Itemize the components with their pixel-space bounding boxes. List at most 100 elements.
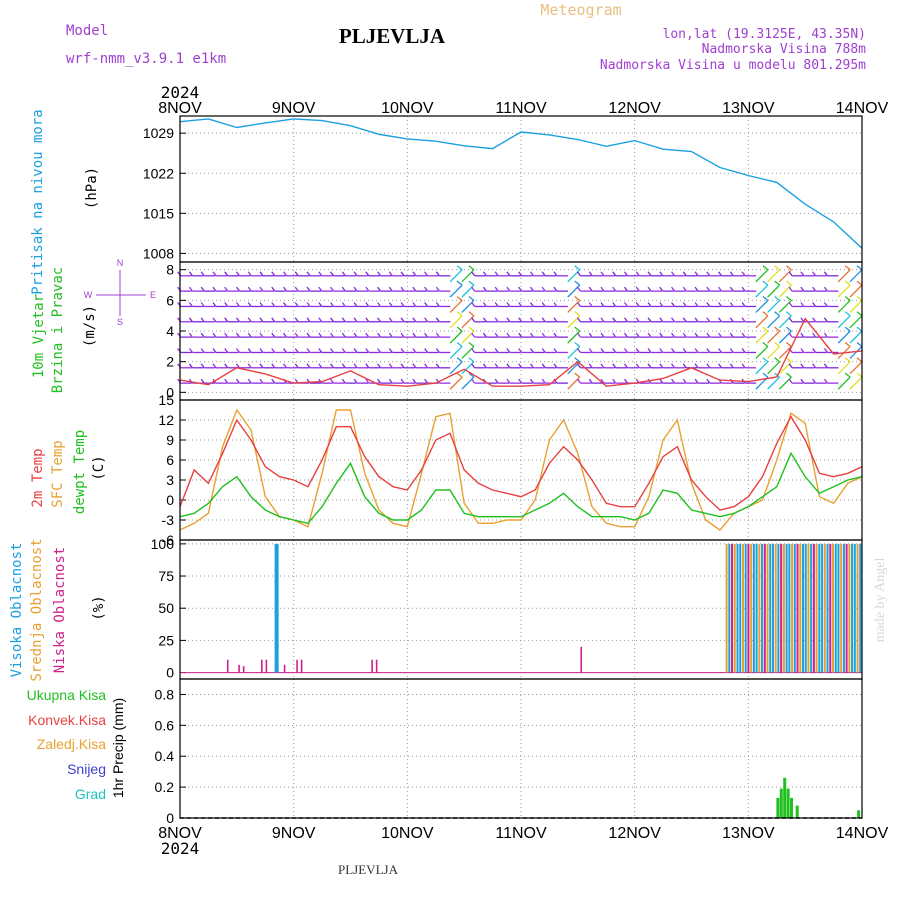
wind-barb-flag: [188, 332, 193, 338]
wind-barb-flag: [774, 280, 781, 286]
wind-barb-flag: [494, 332, 499, 338]
wind-barb-flag: [294, 302, 299, 307]
day-label-bottom: 8NOV: [158, 825, 202, 842]
wind-barb-flag: [659, 271, 664, 277]
wind-barb-flag: [471, 286, 476, 292]
y-tick-label: 0.4: [155, 748, 175, 764]
wind-barb-flag: [377, 271, 382, 277]
wind-barb-flag: [271, 286, 276, 292]
wind-barb-flag: [341, 378, 346, 384]
wind-barb-flag: [647, 363, 652, 369]
wind-barb-flag: [188, 302, 193, 307]
wind-barb-flag: [388, 363, 393, 369]
wind-barb-flag: [823, 302, 828, 307]
pressure-line: [179, 118, 863, 249]
temp-2m-line: [179, 415, 863, 511]
wind-barb-flag: [612, 363, 617, 369]
wind-barb-flag: [623, 348, 629, 353]
cloud-overcast-bar: [763, 543, 766, 673]
wind-barb-flag: [762, 280, 769, 286]
wind-barb-flag: [365, 332, 370, 338]
wind-barb-flag: [494, 363, 499, 369]
wind-barb-flag: [856, 326, 863, 332]
wind-barb-flag: [318, 271, 323, 277]
wind-barb-flag: [574, 372, 581, 378]
y-tick-label: 0.6: [155, 717, 175, 733]
cloud-overcast-bar: [831, 543, 834, 673]
cloud-low-bar: [371, 659, 373, 673]
cloud-low-bar: [580, 646, 583, 673]
wind-barb-flag: [623, 317, 629, 323]
wind-barb-flag: [812, 286, 817, 292]
wind-barb-flag: [785, 341, 792, 347]
wind-barb-flag: [435, 286, 440, 292]
wind-barb-flag: [788, 363, 793, 369]
wind-barb-flag: [574, 295, 581, 301]
wind-barb-flag: [212, 348, 217, 353]
wind-barb: [755, 284, 769, 298]
wind-barb-flag: [574, 326, 581, 332]
wind-barb-flag: [529, 271, 534, 277]
wind-barb-flag: [553, 317, 558, 323]
wind-barb-flag: [282, 271, 288, 277]
wind-barb-flag: [353, 332, 358, 338]
cloud-overcast-bar: [815, 543, 818, 673]
wind-barb-flag: [844, 311, 851, 317]
wind-barb-flag: [353, 317, 358, 323]
y-tick-label: 4: [166, 323, 174, 339]
wind-barb-flag: [856, 341, 863, 347]
wind-barb-flag: [365, 348, 370, 353]
wind-barb-flag: [212, 271, 217, 277]
wind-barb-flag: [718, 317, 723, 323]
wind-barb-flag: [729, 332, 734, 338]
wind-barb-flag: [612, 348, 617, 353]
wind-barb-flag: [682, 286, 687, 292]
wind-barb-flag: [823, 317, 828, 323]
wind-barb: [849, 300, 863, 313]
y-tick-label: 0: [166, 810, 174, 826]
wind-barb-flag: [612, 317, 617, 323]
wind-barb-flag: [188, 363, 193, 369]
cloud-overcast-bar: [788, 543, 791, 673]
wind-barb-flag: [330, 317, 335, 323]
wind-barb-flag: [377, 363, 382, 369]
wind-barb-flag: [762, 357, 769, 363]
cloud-overcast-bar: [733, 543, 736, 673]
cloud-overcast-bar: [769, 543, 772, 673]
panel-frame: [179, 678, 863, 819]
wind-barb-flag: [424, 302, 429, 307]
wind-barb-flag: [506, 348, 511, 353]
wind-barb-flag: [353, 271, 358, 277]
cloud-overcast-bar: [750, 543, 753, 673]
wind-barb-flag: [844, 326, 851, 332]
wind-barb-flag: [506, 286, 511, 292]
wind-barb-flag: [588, 286, 593, 292]
wind-barb: [849, 315, 863, 329]
cloud-low-bar: [242, 666, 245, 673]
wind-barb-flag: [800, 332, 805, 338]
wind-barb: [755, 315, 769, 329]
cloud-overcast-bar: [782, 543, 785, 673]
wind-barb-flag: [247, 363, 252, 369]
wind-barb-flag: [856, 311, 863, 317]
wind-barb-flag: [682, 302, 687, 307]
wind-barb-flag: [762, 372, 769, 378]
wind-barb-flag: [235, 348, 240, 353]
wind-barb-flag: [553, 302, 558, 307]
wind-barb-flag: [635, 348, 640, 353]
wind-barb-flag: [482, 348, 487, 353]
y-tick-label: 1029: [143, 125, 174, 141]
wind-barb-flag: [247, 378, 252, 384]
wind-barb-flag: [574, 341, 581, 347]
wind-barb-flag: [456, 372, 463, 378]
wind-barb-flag: [623, 378, 629, 384]
wind-barb-flag: [271, 271, 276, 277]
wind-barb-flag: [706, 378, 711, 384]
wind-barb-flag: [247, 348, 252, 353]
wind-barb-flag: [282, 317, 288, 323]
wind-barb-flag: [224, 286, 229, 292]
cloud-overcast-bar: [856, 543, 859, 673]
wind-barb-flag: [600, 302, 605, 307]
wind-barb-flag: [856, 372, 863, 378]
wind-barb-flag: [612, 378, 617, 384]
